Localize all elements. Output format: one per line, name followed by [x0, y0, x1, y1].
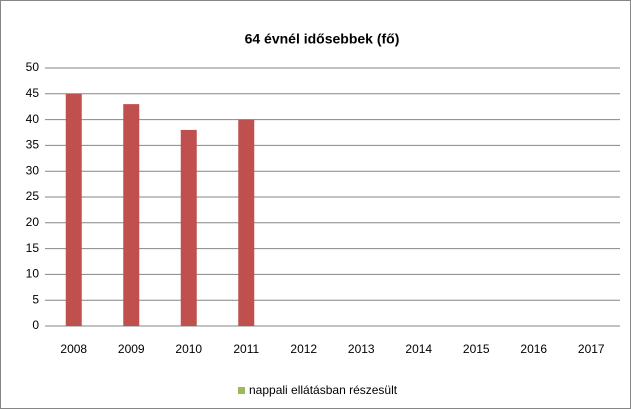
y-tick-label: 20 — [26, 215, 40, 229]
bar — [65, 93, 82, 326]
x-tick-label: 2013 — [348, 342, 375, 356]
bar — [180, 129, 197, 326]
x-tick-label: 2009 — [118, 342, 145, 356]
y-tick-label: 15 — [26, 241, 40, 255]
bar — [123, 104, 140, 327]
x-tick-label: 2015 — [463, 342, 490, 356]
x-tick-label: 2017 — [578, 342, 605, 356]
y-tick-label: 50 — [26, 60, 40, 74]
y-tick-label: 10 — [26, 267, 40, 281]
x-tick-label: 2011 — [233, 342, 259, 356]
y-tick-label: 5 — [32, 292, 39, 306]
x-tick-label: 2014 — [405, 342, 432, 356]
x-tick-label: 2016 — [520, 342, 547, 356]
y-tick-label: 45 — [26, 86, 40, 100]
chart-title: 64 évnél idősebbek (fő) — [245, 31, 400, 47]
x-tick-label: 2012 — [290, 342, 317, 356]
y-tick-label: 30 — [26, 163, 40, 177]
y-tick-label: 40 — [26, 112, 40, 126]
y-tick-label: 25 — [26, 189, 40, 203]
legend-swatch — [238, 387, 245, 394]
x-tick-label: 2008 — [60, 342, 87, 356]
bar — [238, 119, 255, 326]
y-tick-label: 0 — [32, 318, 39, 332]
legend-label: nappali ellátásban részesült — [249, 383, 398, 397]
x-tick-label: 2010 — [175, 342, 202, 356]
y-tick-label: 35 — [26, 138, 40, 152]
